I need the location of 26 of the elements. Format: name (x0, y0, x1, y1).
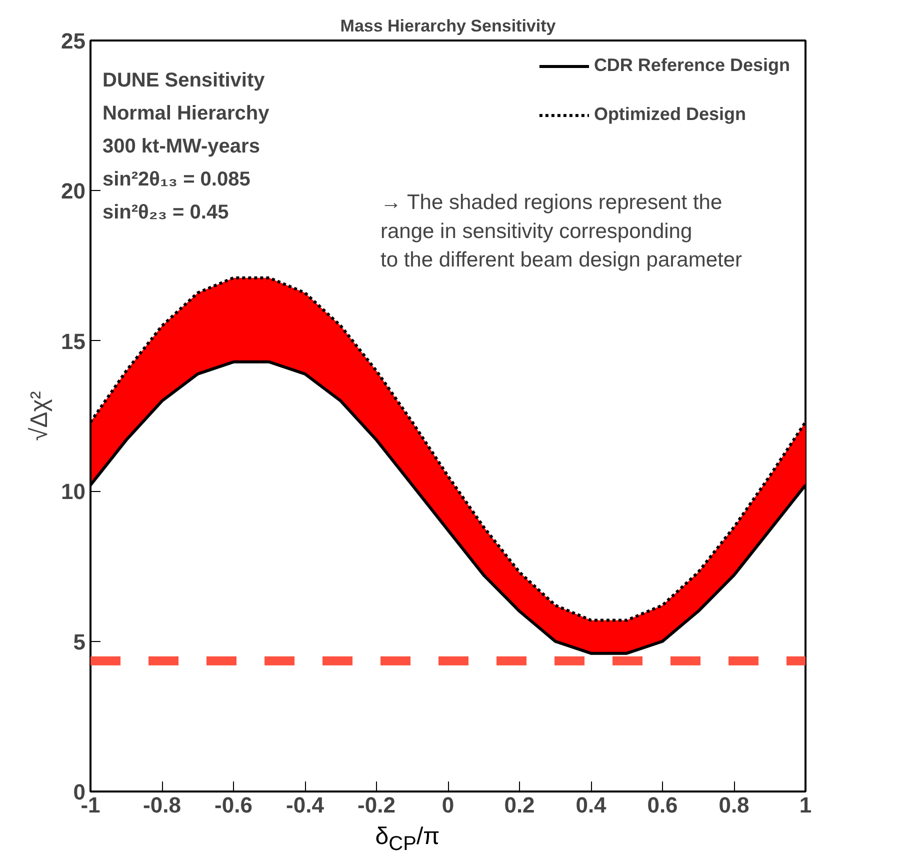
legend-label: CDR Reference Design (594, 55, 790, 76)
x-tick-label: -0.8 (143, 792, 181, 818)
annotation: sin²2θ₁₃ = 0.085 (102, 168, 250, 190)
x-tick-label: -0.6 (214, 792, 252, 818)
y-tick-label: 10 (61, 479, 86, 504)
chart-title: Mass Hierarchy Sensitivity (340, 16, 556, 36)
x-tick-label: 0.8 (718, 792, 750, 818)
y-tick-label: 25 (61, 28, 86, 54)
x-tick-label: -0.2 (358, 792, 396, 818)
annotation: → The shaded regions represent the range in sensitivity corresponding to the different beam design parameter (380, 191, 742, 272)
annotation: DUNE Sensitivity (102, 70, 266, 92)
x-axis-title: δ$_{CP}$/π (374, 822, 441, 857)
y-tick-label: 5 (73, 629, 86, 654)
legend-label: Optimized Design (594, 104, 746, 125)
x-tick-label: 0.4 (576, 792, 608, 818)
x-tick-label: -0.4 (286, 792, 325, 818)
y-tick-label: 20 (61, 178, 86, 204)
x-tick-label: 0.2 (504, 792, 535, 818)
annotation: sin²θ₂₃ = 0.45 (102, 202, 229, 224)
y-tick-label: 15 (61, 328, 86, 354)
annotation: Normal Hierarchy (102, 102, 270, 124)
x-tick-label: 0 (442, 792, 454, 818)
y-axis-title: √Δχ² (26, 391, 54, 441)
x-tick-label: 0.6 (647, 792, 678, 818)
annotation: 300 kt-MW-years (102, 136, 260, 158)
x-tick-label: 1 (799, 792, 812, 818)
